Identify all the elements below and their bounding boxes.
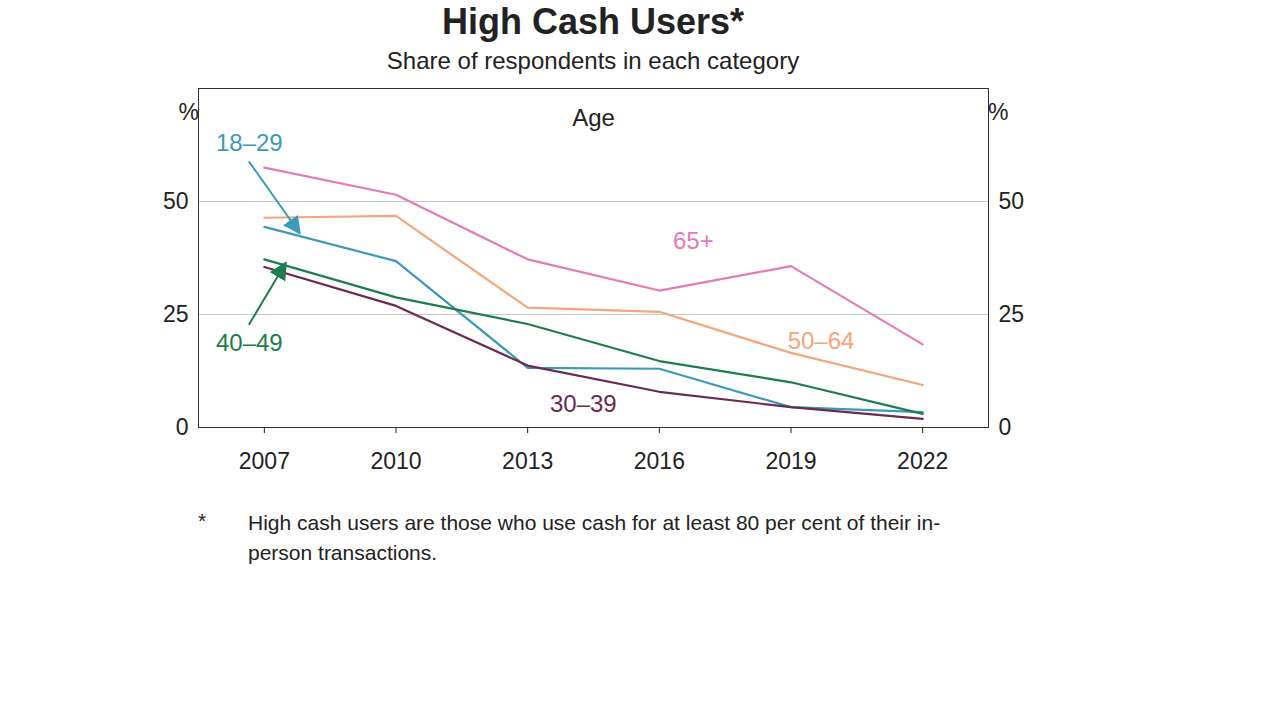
html-text:High Cash Users*: High Cash Users* (441, 1, 744, 42)
svg-text:2019: 2019 (765, 448, 816, 474)
svg-text:2007: 2007 (239, 448, 290, 474)
svg-text:2010: 2010 (370, 448, 421, 474)
svg-text:0: 0 (176, 414, 189, 440)
svg-text:18–29: 18–29 (216, 129, 283, 156)
svg-text:2022: 2022 (897, 448, 948, 474)
svg-text:2013: 2013 (502, 448, 553, 474)
html-text:High cash users are those who: High cash users are those who use cash f… (248, 511, 941, 564)
svg-text:0: 0 (999, 414, 1012, 440)
svg-text:50: 50 (999, 188, 1025, 214)
svg-text:50–64: 50–64 (788, 327, 855, 354)
svg-text:Age: Age (572, 104, 615, 131)
svg-text:50: 50 (163, 188, 189, 214)
svg-text:%: % (988, 99, 1008, 125)
svg-text:2016: 2016 (634, 448, 685, 474)
svg-text:65+: 65+ (673, 227, 714, 254)
svg-text:40–49: 40–49 (216, 329, 283, 356)
svg-text:30–39: 30–39 (550, 390, 617, 417)
svg-text:%: % (179, 99, 199, 125)
html-text:Share of respondents in each c: Share of respondents in each category (386, 47, 800, 74)
svg-text:25: 25 (999, 301, 1025, 327)
svg-text:25: 25 (163, 301, 189, 327)
